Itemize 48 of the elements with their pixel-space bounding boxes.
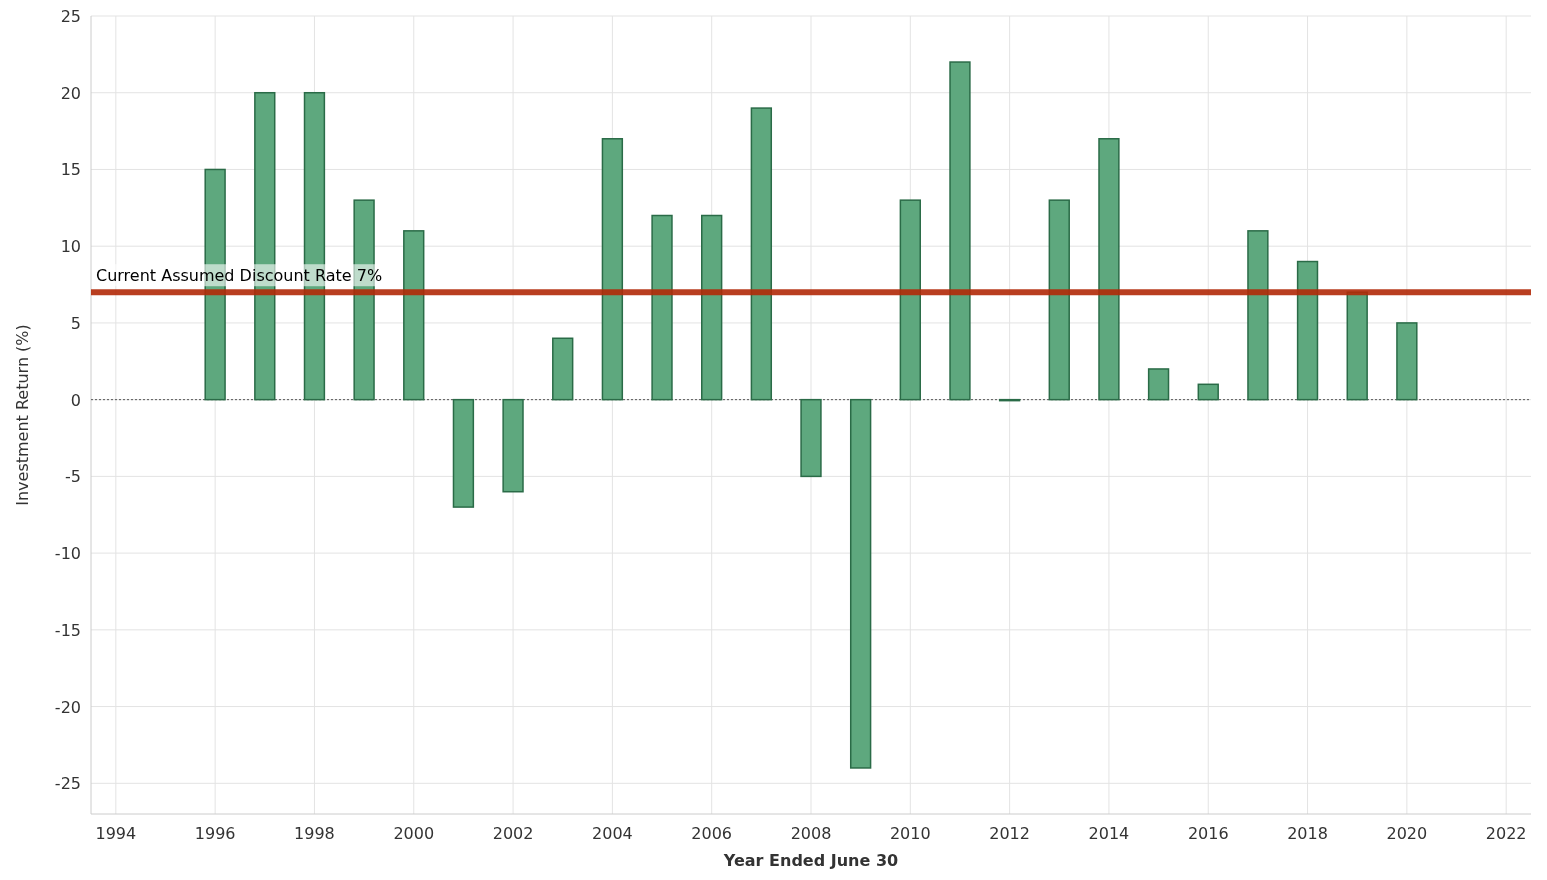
bar [452, 398, 475, 508]
y-tick-label: -25 [54, 774, 81, 794]
x-tick-label: 2006 [691, 824, 733, 843]
bar [750, 107, 773, 401]
x-tick-label: 2014 [1088, 824, 1130, 843]
x-tick-label: 2016 [1187, 824, 1229, 843]
x-tick-label: 1994 [95, 824, 137, 843]
bar [601, 138, 624, 401]
x-tick-label: 2012 [989, 824, 1030, 843]
bar [1197, 383, 1219, 401]
y-tick-label: -15 [54, 620, 81, 640]
x-tick-label: 2000 [393, 824, 435, 843]
bar [1396, 322, 1418, 401]
bar [899, 199, 921, 401]
bar [552, 337, 574, 401]
bar [849, 398, 872, 769]
y-tick-label: 5 [70, 313, 81, 333]
y-tick-label: 10 [60, 237, 81, 257]
x-tick-label: 1998 [294, 824, 335, 843]
bar [949, 61, 971, 401]
bar [1247, 230, 1269, 401]
x-tick-label: 2008 [790, 824, 832, 843]
bar [800, 398, 822, 478]
x-tick-label: 2004 [592, 824, 633, 843]
x-tick-label: 2002 [492, 824, 534, 843]
y-axis-title: Investment Return (%) [13, 324, 32, 506]
y-tick-label: 20 [60, 83, 81, 103]
y-tick-label: -5 [65, 467, 81, 487]
x-axis-title: Year Ended June 30 [722, 851, 899, 870]
x-tick-label: 1996 [194, 824, 236, 843]
bar [1296, 260, 1319, 401]
y-tick-label: 25 [60, 7, 81, 26]
x-tick-label: 2018 [1287, 824, 1328, 843]
x-tick-label: 2022 [1485, 824, 1527, 843]
bar [1147, 368, 1170, 401]
bar [403, 230, 425, 401]
y-tick-label: 0 [70, 390, 81, 410]
y-tick-label: 15 [60, 160, 81, 180]
bar [701, 214, 723, 401]
x-tick-label: 2020 [1386, 824, 1428, 843]
bar [502, 398, 524, 493]
y-tick-label: -10 [54, 544, 81, 564]
bar [1048, 199, 1070, 401]
y-tick-label: -20 [54, 697, 81, 717]
x-tick-label: 2010 [889, 824, 931, 843]
ref-line-label: Current Assumed Discount Rate 7% [96, 266, 383, 286]
bar [651, 214, 673, 401]
bar [1098, 138, 1120, 401]
